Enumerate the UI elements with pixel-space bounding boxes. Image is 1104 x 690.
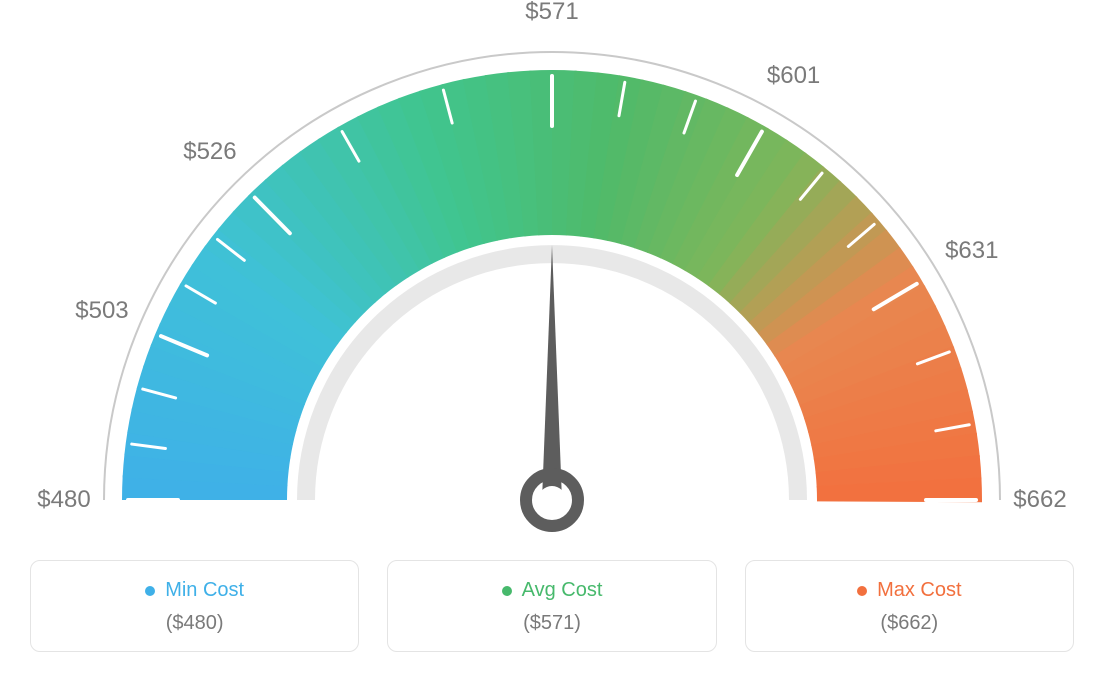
max-cost-label: Max Cost: [877, 579, 961, 602]
max-dot-icon: [857, 586, 867, 596]
gauge-tick-label: $662: [1013, 486, 1066, 514]
min-cost-card: Min Cost ($480): [30, 560, 359, 652]
gauge-tick-label: $480: [37, 486, 90, 514]
gauge-tick-label: $631: [945, 237, 998, 265]
gauge-tick-label: $526: [183, 138, 236, 166]
avg-dot-icon: [502, 586, 512, 596]
avg-cost-heading: Avg Cost: [502, 579, 603, 602]
summary-row: Min Cost ($480) Avg Cost ($571) Max Cost…: [0, 560, 1104, 672]
gauge-chart: $480 $503 $526 $571 $601 $631 $662: [0, 0, 1104, 560]
min-cost-heading: Min Cost: [145, 579, 244, 602]
gauge-svg: [0, 0, 1104, 560]
max-cost-heading: Max Cost: [857, 579, 961, 602]
min-cost-value: ($480): [41, 612, 348, 635]
gauge-tick-label: $601: [767, 62, 820, 90]
gauge-tick-label: $571: [525, 0, 578, 26]
avg-cost-label: Avg Cost: [522, 579, 603, 602]
max-cost-value: ($662): [756, 612, 1063, 635]
min-dot-icon: [145, 586, 155, 596]
avg-cost-value: ($571): [398, 612, 705, 635]
max-cost-card: Max Cost ($662): [745, 560, 1074, 652]
min-cost-label: Min Cost: [165, 579, 244, 602]
avg-cost-card: Avg Cost ($571): [387, 560, 716, 652]
gauge-tick-label: $503: [75, 297, 128, 325]
